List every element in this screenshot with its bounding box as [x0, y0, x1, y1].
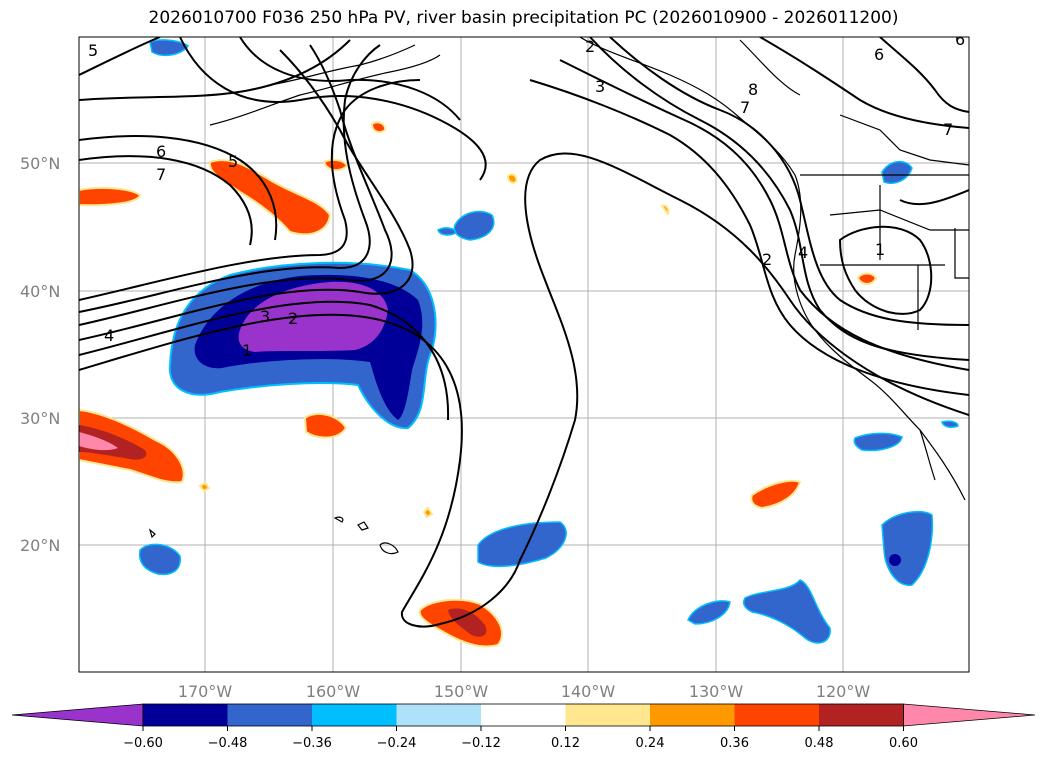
colorbar-tick-label: 0.12: [551, 736, 580, 751]
map-title: 2026010700 F036 250 hPa PV, river basin …: [148, 8, 899, 28]
colorbar-segment: [481, 704, 566, 726]
pv-contours: [79, 37, 969, 628]
lon-label: 170°W: [178, 682, 233, 701]
latitude-labels: 50°N 40°N 30°N 20°N: [20, 154, 60, 555]
contour-label: 6: [874, 45, 884, 64]
contour-label: 8: [748, 80, 758, 99]
contour-label: 6: [156, 142, 166, 161]
lat-label: 50°N: [20, 154, 60, 173]
colorbar-segment: [312, 704, 397, 726]
contour-label: 3: [595, 77, 605, 96]
lat-label: 20°N: [20, 536, 60, 555]
colorbar-segment: [396, 704, 482, 726]
colorbar-segment: [819, 704, 904, 726]
contour-label: 7: [740, 98, 750, 117]
colorbar-tick-label: −0.24: [377, 736, 417, 751]
contour-label: 2: [288, 309, 298, 328]
colorbar-segment: [143, 704, 228, 726]
colorbar-outline: [142, 703, 904, 727]
colorbar-segment: [227, 704, 313, 726]
contour-label: 1: [875, 240, 885, 259]
negative-precip-blobs-small: [138, 39, 959, 644]
lon-label: 140°W: [561, 682, 616, 701]
contour-label: 4: [798, 243, 808, 262]
longitude-labels: 170°W 160°W 150°W 140°W 130°W 120°W: [178, 682, 871, 701]
colorbar-tick-label: 0.60: [889, 736, 918, 751]
positive-precip-blobs: [79, 121, 878, 648]
contour-label: 7: [156, 165, 166, 184]
contour-label: 6: [955, 30, 965, 49]
colorbar-extension-max: [903, 703, 1036, 727]
colorbar-tick-label: −0.48: [208, 736, 248, 751]
colorbar-tick-label: 0.36: [720, 736, 749, 751]
contour-label: 2: [585, 37, 595, 56]
lon-label: 130°W: [689, 682, 744, 701]
lon-label: 150°W: [434, 682, 489, 701]
contour-label: 5: [228, 152, 238, 171]
negative-precip-cores: [889, 554, 901, 566]
lat-label: 30°N: [20, 409, 60, 428]
colorbar-tick-label: −0.12: [461, 736, 501, 751]
colorbar-segment: [650, 704, 735, 726]
colorbar-tick-label: −0.60: [123, 736, 163, 751]
contour-label: 7: [943, 120, 953, 139]
colorbar-tick-label: −0.36: [292, 736, 332, 751]
colorbar-segment: [734, 704, 820, 726]
colorbar-tick-label: 0.24: [636, 736, 665, 751]
contour-label: 1: [242, 341, 252, 360]
colorbar-extension-min: [11, 703, 144, 727]
colorbar: −0.60 −0.48 −0.36 −0.24 −0.12 0.12 0.24 0.36 0.4…: [11, 703, 1036, 751]
map-frame: [78, 36, 970, 673]
contour-label: 3: [260, 307, 270, 326]
lon-label: 120°W: [816, 682, 871, 701]
contour-label: 4: [104, 326, 114, 345]
coastlines: [148, 37, 969, 555]
lat-label: 40°N: [20, 282, 60, 301]
lon-label: 160°W: [306, 682, 361, 701]
contour-label: 5: [88, 41, 98, 60]
colorbar-segment: [565, 704, 651, 726]
colorbar-tick-label: 0.48: [805, 736, 834, 751]
contour-label: 2: [762, 250, 772, 269]
contour-labels: 5 6 7 4 3 2 1 3 2 5 6 8 7 6 7 2 4 1: [88, 30, 965, 360]
